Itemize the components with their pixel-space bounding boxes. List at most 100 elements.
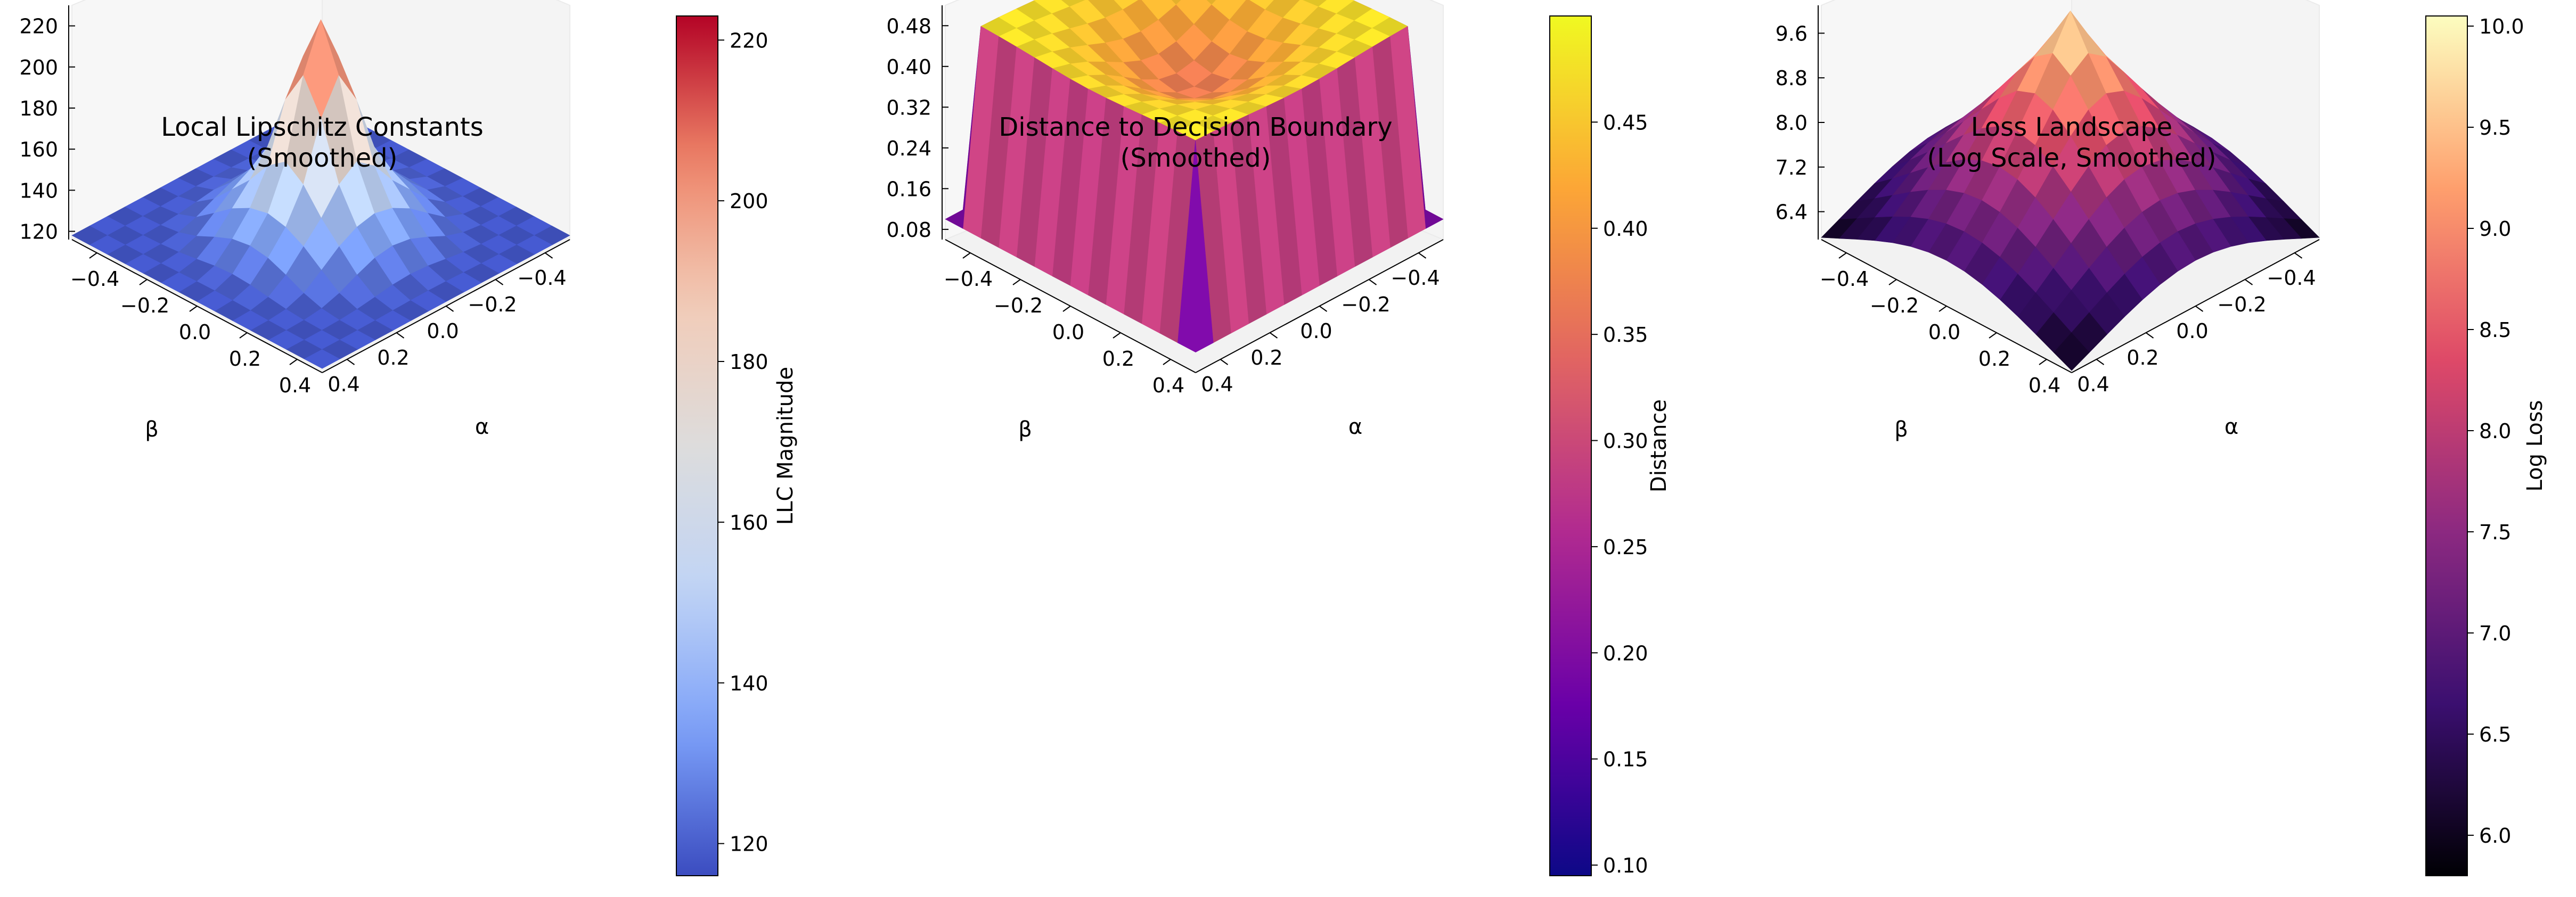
colorbar-tick-label: 9.5: [2479, 116, 2511, 139]
alpha-tick: [445, 306, 454, 312]
alpha-tick: [1220, 359, 1229, 365]
beta-axis-label: β: [1018, 417, 1032, 442]
chart-title: (Log Scale, Smoothed): [1927, 143, 2216, 173]
beta-tick-label: 0.2: [229, 347, 261, 371]
beta-tick: [89, 252, 97, 259]
z-tick-label: 120: [19, 220, 58, 244]
alpha-tick-label: −0.2: [468, 293, 517, 316]
beta-tick-label: 0.2: [1102, 347, 1134, 371]
chart-title: Loss Landscape: [1971, 112, 2172, 142]
z-tick-label: 8.8: [1776, 67, 1808, 90]
beta-tick: [1989, 332, 1997, 339]
colorbar-gradient: [1549, 15, 1592, 876]
beta-tick-label: −0.4: [70, 267, 119, 291]
colorbar-tick-label: 0.10: [1603, 854, 1648, 877]
alpha-axis-label: α: [1348, 415, 1362, 439]
beta-tick: [139, 279, 148, 285]
alpha-axis-label: α: [475, 415, 489, 439]
beta-tick-label: 0.4: [1152, 374, 1184, 397]
surface-facet: [1177, 140, 1214, 353]
beta-tick: [1113, 332, 1121, 339]
z-tick-label: 0.08: [886, 218, 931, 242]
colorbar-tick-label: 0.40: [1603, 217, 1648, 241]
alpha-tick: [2294, 252, 2303, 259]
chart-title: (Smoothed): [1121, 143, 1271, 173]
surface: [1821, 10, 2320, 371]
z-tick-label: 180: [19, 97, 58, 120]
beta-tick-label: −0.4: [1820, 267, 1869, 291]
colorbar-tick-label: 7.0: [2479, 622, 2511, 645]
beta-tick: [239, 332, 248, 339]
alpha-axis-label: α: [2225, 415, 2238, 439]
colorbar-tick-label: 6.5: [2479, 723, 2511, 746]
colorbar-tick-label: 0.35: [1603, 323, 1648, 347]
z-tick-label: 160: [19, 138, 58, 161]
beta-tick: [189, 306, 198, 312]
alpha-tick: [1418, 252, 1427, 259]
z-tick-label: 0.24: [886, 137, 931, 160]
colorbar: 0.10 0.15 0.20 0.25 0.30 0.35 0.40 0.45 Distance: [1549, 15, 1671, 877]
surface-facet: [2053, 332, 2090, 371]
alpha-tick-label: −0.4: [2267, 266, 2316, 290]
beta-axis-label: β: [145, 417, 159, 442]
alpha-tick: [396, 332, 405, 339]
alpha-tick: [2096, 359, 2105, 365]
beta-tick-label: −0.2: [994, 294, 1043, 317]
surface-facet: [304, 349, 340, 369]
colorbar-label: Log Loss: [2523, 400, 2547, 492]
alpha-tick: [495, 279, 504, 285]
colorbar-tick-label: 120: [730, 833, 768, 856]
colorbar-label: LLC Magnitude: [773, 367, 798, 525]
z-tick-label: 0.40: [886, 55, 931, 79]
colorbar-tick-label: 7.5: [2479, 521, 2511, 544]
alpha-tick-label: 0.2: [2127, 346, 2158, 369]
chart-panel-3: 6.47.28.08.89.6−0.4−0.20.00.20.4α−0.4−0.…: [1776, 0, 2547, 876]
beta-tick-label: −0.2: [120, 294, 169, 317]
beta-tick: [962, 252, 971, 259]
beta-tick: [1838, 252, 1847, 259]
colorbar-tick-label: 0.15: [1603, 748, 1648, 771]
alpha-tick-label: −0.2: [2217, 293, 2266, 316]
chart-panel-1: 120140160180200220−0.4−0.20.00.20.4α−0.4…: [19, 0, 798, 876]
alpha-tick: [1319, 306, 1328, 312]
z-tick-label: 200: [19, 56, 58, 79]
colorbar-label: Distance: [1647, 399, 1671, 492]
alpha-tick-label: −0.4: [517, 266, 566, 290]
beta-tick: [1939, 306, 1947, 312]
beta-tick-label: 0.2: [1978, 347, 2010, 371]
colorbar-tick-label: 8.5: [2479, 318, 2511, 342]
alpha-tick-label: −0.2: [1341, 293, 1390, 316]
colorbar-gradient: [2425, 15, 2468, 876]
alpha-tick-label: −0.4: [1391, 266, 1440, 290]
beta-tick: [1062, 306, 1071, 312]
z-tick-label: 7.2: [1776, 156, 1808, 179]
z-tick-label: 8.0: [1776, 111, 1808, 135]
z-tick-label: 9.6: [1776, 22, 1808, 45]
alpha-tick-label: 0.4: [2077, 373, 2109, 396]
surface: [945, 0, 1444, 353]
alpha-tick-label: 0.0: [2176, 319, 2208, 343]
colorbar-tick-label: 0.45: [1603, 111, 1648, 134]
alpha-tick-label: 0.0: [427, 319, 459, 343]
colorbar-tick-label: 9.0: [2479, 217, 2511, 241]
chart-panel-2: 0.080.160.240.320.400.48−0.4−0.20.00.20.…: [886, 0, 1671, 877]
alpha-tick: [2145, 332, 2154, 339]
colorbar-tick-label: 0.25: [1603, 536, 1648, 559]
alpha-tick: [2244, 279, 2253, 285]
colorbar: 6.0 6.5 7.0 7.5 8.0 8.5 9.0 9.5 10.0 Log Loss: [2425, 15, 2547, 876]
alpha-tick: [346, 359, 355, 365]
beta-tick-label: 0.4: [279, 374, 311, 397]
alpha-tick-label: 0.0: [1300, 319, 1332, 343]
alpha-tick: [544, 252, 553, 259]
beta-tick: [1888, 279, 1897, 285]
chart-title: Local Lipschitz Constants: [161, 112, 483, 142]
colorbar-tick-label: 8.0: [2479, 419, 2511, 443]
beta-tick: [1012, 279, 1021, 285]
colorbar: 120 140 160 180 200 220 LLC Magnitude: [676, 15, 798, 876]
colorbar-tick-label: 10.0: [2479, 15, 2524, 38]
chart-title: Distance to Decision Boundary: [999, 112, 1392, 142]
alpha-tick-label: 0.4: [1201, 373, 1233, 396]
colorbar-tick-label: 220: [730, 29, 768, 52]
alpha-tick: [1368, 279, 1377, 285]
